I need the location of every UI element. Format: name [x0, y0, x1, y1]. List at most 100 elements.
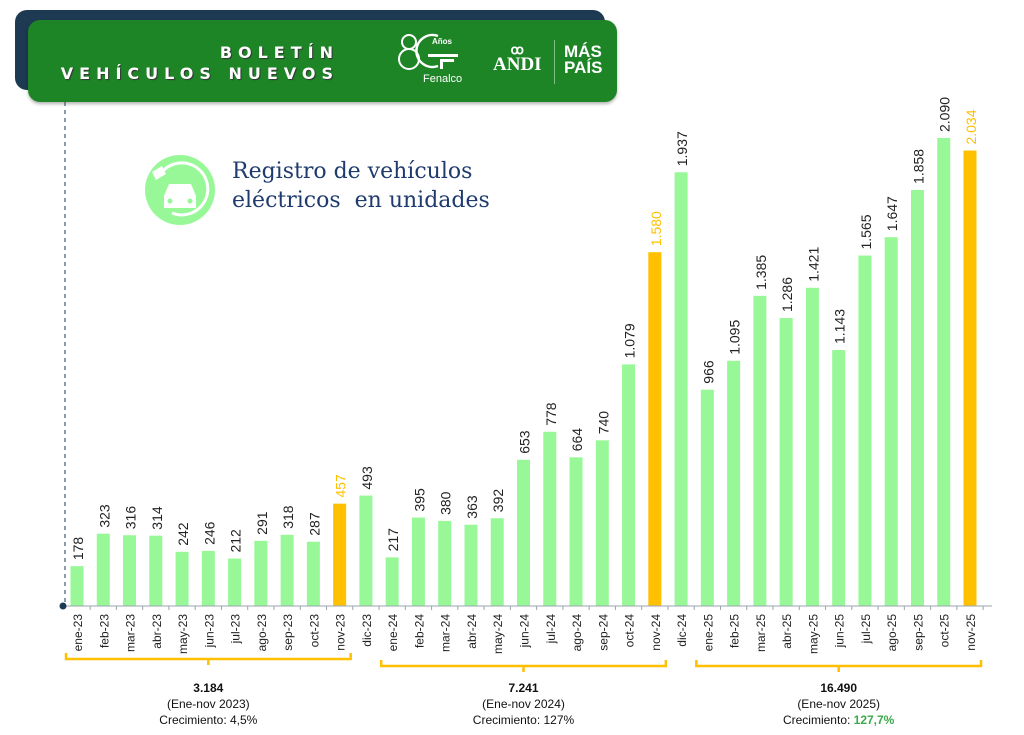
x-tick-abr-24: abr-24: [465, 614, 479, 649]
group-bracket: [379, 660, 668, 672]
chart-title-line-1: Registro de vehículos: [232, 159, 473, 184]
fenalco-logo: Años Fenalco: [396, 26, 466, 90]
bar-ene-23: [70, 566, 84, 606]
x-tick-oct-23: oct-23: [307, 614, 321, 648]
value-label-oct-25: 2.090: [937, 97, 953, 132]
bar-ago-23: [254, 540, 268, 606]
value-label-jul-25: 1.565: [858, 214, 874, 249]
group-bracket: [64, 653, 352, 665]
bar-jul-24: [543, 431, 557, 606]
x-tick-may-24: may-24: [491, 614, 505, 654]
group-total: 16.490: [820, 681, 857, 695]
bar-dic-24: [674, 172, 688, 606]
x-tick-oct-25: oct-25: [938, 614, 952, 648]
mas-pais-logo: MÁS PAÍS: [564, 42, 603, 77]
x-tick-nov-24: nov-24: [649, 614, 663, 651]
bar-abr-23: [149, 535, 163, 606]
bar-nov-23: [333, 503, 347, 606]
bar-ago-24: [569, 457, 583, 606]
bar-oct-24: [622, 364, 636, 606]
value-label-ago-25: 1.647: [884, 196, 900, 231]
value-label-abr-24: 363: [464, 495, 480, 519]
value-label-abr-23: 314: [149, 506, 165, 530]
svg-text:Años: Años: [432, 37, 453, 46]
axis-origin-dot: [59, 602, 67, 610]
group-period: (Ene-nov 2023): [167, 697, 250, 711]
bar-ene-24: [385, 557, 399, 606]
value-label-jul-23: 212: [228, 529, 244, 553]
value-label-mar-23: 316: [123, 506, 139, 530]
x-tick-dic-23: dic-23: [360, 614, 374, 647]
x-tick-jul-25: jul-25: [859, 614, 873, 645]
x-tick-oct-24: oct-24: [623, 614, 637, 648]
title-line-2: VEHÍCULOS NUEVOS: [60, 64, 339, 83]
value-label-dic-24: 1.937: [674, 131, 690, 166]
bar-feb-24: [411, 517, 425, 606]
value-label-sep-24: 740: [595, 411, 611, 435]
value-label-ago-23: 291: [254, 511, 270, 535]
value-label-jun-24: 653: [517, 430, 533, 454]
x-tick-feb-24: feb-24: [412, 614, 426, 648]
bar-feb-25: [727, 360, 741, 606]
andi-logo: ꝏ ANDI: [493, 42, 542, 75]
value-label-may-23: 242: [175, 522, 191, 546]
value-label-oct-24: 1.079: [622, 323, 638, 358]
group-period: (Ene-nov 2025): [797, 697, 880, 711]
value-label-mar-24: 380: [438, 491, 454, 515]
value-label-ene-24: 217: [385, 528, 401, 552]
title-line-1: BOLETÍN: [219, 43, 339, 62]
bar-may-24: [490, 518, 504, 606]
x-tick-mar-23: mar-23: [124, 614, 138, 652]
value-label-may-24: 392: [490, 489, 506, 513]
value-label-sep-25: 1.858: [910, 149, 926, 184]
bar-sep-24: [595, 440, 609, 606]
chart-title: Registro de vehículos eléctricos en unida…: [232, 157, 490, 215]
bar-jul-23: [228, 558, 242, 606]
bar-ene-25: [700, 389, 714, 606]
bar-jul-25: [858, 255, 872, 606]
bar-jun-23: [201, 550, 215, 606]
x-tick-sep-24: sep-24: [596, 614, 610, 651]
value-label-feb-25: 1.095: [727, 320, 743, 355]
x-tick-ene-24: ene-24: [386, 614, 400, 652]
bar-jun-25: [832, 350, 846, 606]
x-tick-sep-25: sep-25: [911, 614, 925, 651]
x-tick-may-23: may-23: [176, 614, 190, 654]
ev-plug-cord-icon: [160, 161, 210, 217]
x-tick-abr-25: abr-25: [780, 614, 794, 649]
value-label-jul-24: 778: [543, 402, 559, 426]
chart-title-line-2: eléctricos en unidades: [232, 188, 490, 213]
value-label-nov-23: 457: [333, 474, 349, 498]
group-growth: Crecimiento: 4,5%: [159, 713, 257, 727]
group-period: (Ene-nov 2024): [482, 697, 565, 711]
value-label-jun-23: 246: [201, 521, 217, 545]
bar-mar-24: [438, 520, 452, 606]
x-tick-jun-23: jun-23: [202, 614, 216, 649]
value-label-oct-23: 287: [306, 512, 322, 536]
value-label-dic-23: 493: [359, 466, 375, 490]
x-tick-nov-23: nov-23: [334, 614, 348, 651]
x-tick-feb-25: feb-25: [728, 614, 742, 648]
bar-jun-24: [517, 459, 530, 606]
x-tick-ago-24: ago-24: [570, 614, 584, 652]
value-label-feb-24: 395: [411, 488, 427, 512]
bar-nov-24: [648, 252, 662, 606]
x-tick-dic-24: dic-24: [675, 614, 689, 647]
bar-feb-23: [96, 533, 110, 606]
x-tick-sep-23: sep-23: [281, 614, 295, 651]
plug-icon: [152, 166, 166, 180]
bar-ago-25: [884, 237, 898, 606]
x-tick-abr-23: abr-23: [150, 614, 164, 649]
value-label-ene-25: 966: [700, 360, 716, 384]
x-tick-ene-23: ene-23: [71, 614, 85, 652]
svg-text:Fenalco: Fenalco: [423, 73, 462, 85]
value-label-mar-25: 1.385: [753, 255, 769, 290]
bar-sep-25: [910, 189, 924, 606]
logo-divider: [554, 40, 555, 84]
x-tick-ago-23: ago-23: [255, 614, 269, 652]
value-label-ago-24: 664: [569, 428, 585, 452]
bar-abr-25: [779, 318, 793, 606]
bar-dic-23: [359, 495, 373, 606]
